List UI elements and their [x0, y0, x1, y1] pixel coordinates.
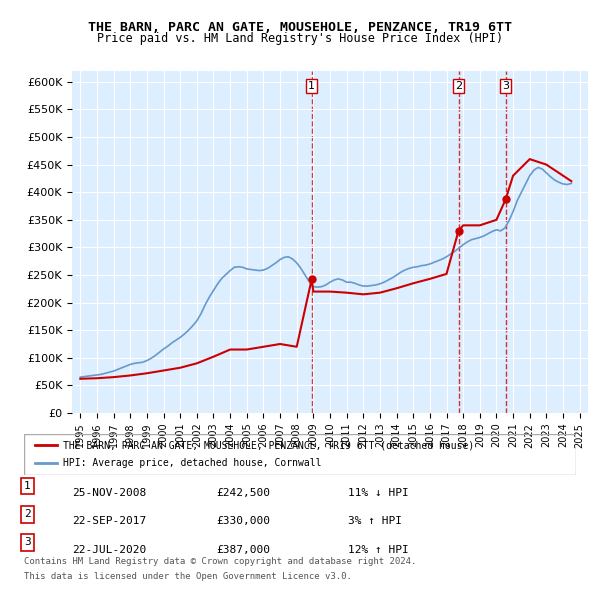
Text: 12% ↑ HPI: 12% ↑ HPI: [348, 545, 409, 555]
Text: 1: 1: [308, 81, 315, 91]
Text: This data is licensed under the Open Government Licence v3.0.: This data is licensed under the Open Gov…: [24, 572, 352, 581]
Text: 2: 2: [24, 509, 31, 519]
Text: 3% ↑ HPI: 3% ↑ HPI: [348, 516, 402, 526]
Text: Price paid vs. HM Land Registry's House Price Index (HPI): Price paid vs. HM Land Registry's House …: [97, 32, 503, 45]
Text: 1: 1: [24, 481, 31, 491]
Text: 2: 2: [455, 81, 462, 91]
Text: 3: 3: [24, 537, 31, 548]
Text: 3: 3: [502, 81, 509, 91]
Text: Contains HM Land Registry data © Crown copyright and database right 2024.: Contains HM Land Registry data © Crown c…: [24, 558, 416, 566]
Text: THE BARN, PARC AN GATE, MOUSEHOLE, PENZANCE, TR19 6TT: THE BARN, PARC AN GATE, MOUSEHOLE, PENZA…: [88, 21, 512, 34]
Text: HPI: Average price, detached house, Cornwall: HPI: Average price, detached house, Corn…: [62, 458, 321, 468]
Text: £242,500: £242,500: [216, 488, 270, 498]
Text: £330,000: £330,000: [216, 516, 270, 526]
Text: 22-JUL-2020: 22-JUL-2020: [72, 545, 146, 555]
Text: 11% ↓ HPI: 11% ↓ HPI: [348, 488, 409, 498]
Text: £387,000: £387,000: [216, 545, 270, 555]
Text: 22-SEP-2017: 22-SEP-2017: [72, 516, 146, 526]
Text: 25-NOV-2008: 25-NOV-2008: [72, 488, 146, 498]
Text: THE BARN, PARC AN GATE, MOUSEHOLE, PENZANCE, TR19 6TT (detached house): THE BARN, PARC AN GATE, MOUSEHOLE, PENZA…: [62, 440, 474, 450]
